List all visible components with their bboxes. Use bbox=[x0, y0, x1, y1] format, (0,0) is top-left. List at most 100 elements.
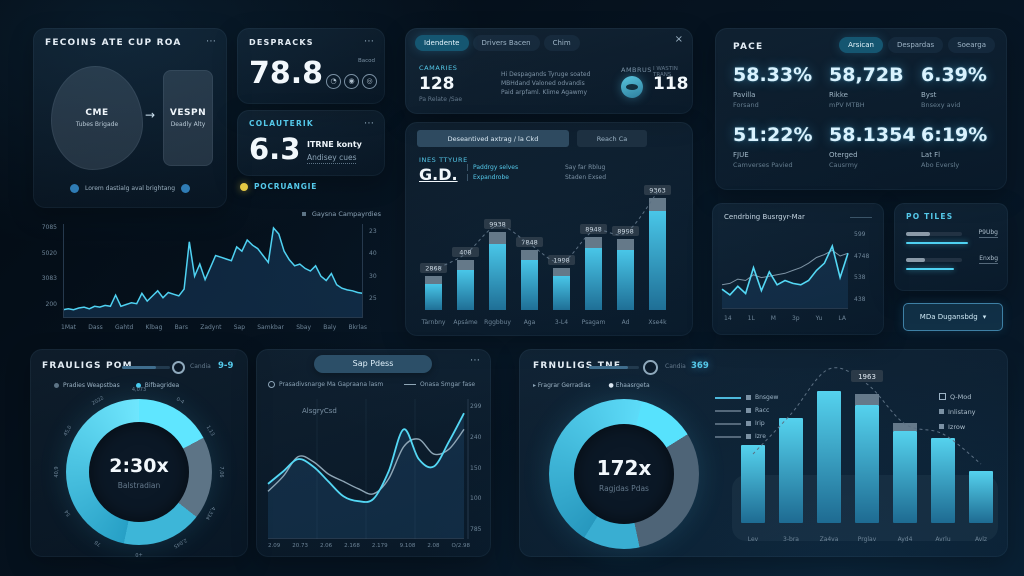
pace-stat-5: 58.1354 Oterged Causrmy bbox=[829, 124, 921, 184]
gauge-tick: 40,9 bbox=[54, 466, 60, 478]
gauge-right-bars-plot[interactable]: Lev 3-bra Za4va Prglav Ayd4 Avrlu Avlz 1963 bbox=[727, 367, 1003, 549]
panel-bar-chart: Deseantived axtrag / la Ckd Reach Ca INE… bbox=[405, 122, 693, 336]
flow-node-source[interactable]: CME Tubes Brigade bbox=[51, 66, 143, 170]
bar-panel-tab-active[interactable]: Deseantived axtrag / la Ckd bbox=[417, 130, 569, 147]
line-secondary bbox=[267, 428, 465, 495]
close-icon[interactable]: × bbox=[674, 34, 683, 45]
bar-badge-label: 9938 bbox=[489, 221, 506, 229]
x-tick: M bbox=[770, 315, 776, 322]
bar bbox=[425, 284, 442, 310]
series-legend-swatch bbox=[746, 408, 751, 413]
series-legend-label: Bnsgew bbox=[755, 394, 779, 401]
x-tick: Sap bbox=[233, 324, 246, 331]
pace-tab-arsican[interactable]: Arsican bbox=[839, 37, 883, 53]
flow-menu-icon[interactable]: ⋯ bbox=[206, 36, 217, 47]
bar-badge-label: 1963 bbox=[858, 373, 876, 381]
bar-cap bbox=[521, 250, 538, 260]
trend-small-rule bbox=[850, 217, 872, 218]
flow-footer-label: Lorem dastialg aval brightang bbox=[84, 185, 176, 192]
gauge-left-slider-knob[interactable] bbox=[172, 361, 185, 374]
pace-tab-despardas[interactable]: Despardas bbox=[887, 37, 944, 53]
gauge-right-legend: ▸ Fragrar Gerradias ● Ehaasrgeta bbox=[533, 382, 650, 389]
legend-marker bbox=[54, 383, 59, 388]
bar-cap bbox=[585, 237, 602, 248]
legend-item-1: ▸ Fragrar Gerradias bbox=[533, 382, 591, 389]
stat3-label: I WASTIN TRANS bbox=[653, 66, 678, 78]
x-tick: Psagam bbox=[582, 319, 606, 326]
dropdown-button[interactable]: MDa Dugansbdg ▾ bbox=[903, 303, 1003, 331]
trend-small-plot[interactable] bbox=[721, 229, 849, 309]
panel-gauge-left: FRAULIGS POM Candia 9-9 Pradies Weapstba… bbox=[30, 349, 248, 557]
x-tick: Ayd4 bbox=[898, 536, 913, 543]
trend-dashed-line bbox=[752, 367, 982, 465]
trend-plot[interactable] bbox=[62, 224, 364, 318]
flag-icon bbox=[939, 393, 946, 400]
gauge-left-slider-label: Candia bbox=[190, 363, 211, 370]
gauge-right-center-value: 172x bbox=[596, 455, 652, 480]
status-label: POCRUANGIE bbox=[254, 182, 318, 191]
bar bbox=[521, 260, 538, 310]
pace-stat-label2: mPV MTBH bbox=[829, 101, 865, 109]
gauge-right-slider-knob[interactable] bbox=[643, 360, 658, 375]
line-chart-plot[interactable] bbox=[267, 399, 469, 539]
bar-badge bbox=[580, 224, 607, 234]
line-panel-tab[interactable]: Sap Pdess bbox=[314, 355, 432, 373]
x-tick: Sbay bbox=[296, 324, 312, 331]
bar bbox=[553, 276, 570, 310]
prev-icon[interactable] bbox=[69, 184, 79, 193]
tab-chim[interactable]: Chim bbox=[543, 35, 580, 51]
gauge-tick: 4,073 bbox=[131, 387, 147, 393]
pace-stat-label2: Causrmy bbox=[829, 161, 858, 169]
metric-a-menu-icon[interactable]: ⋯ bbox=[364, 36, 375, 47]
status-row: POCRUANGIE bbox=[240, 182, 317, 191]
gauge-left-slider[interactable] bbox=[122, 366, 170, 369]
series-legend-item-3: Irip bbox=[715, 417, 778, 430]
x-tick: 1Mat bbox=[61, 324, 77, 331]
po-row-track[interactable] bbox=[906, 258, 962, 262]
flow-node-target[interactable]: VESPN Deadly Alty bbox=[163, 70, 213, 166]
bar-badge bbox=[612, 226, 639, 236]
bar bbox=[617, 250, 634, 310]
pace-title: PACE bbox=[733, 42, 764, 52]
bar-chart-plot[interactable]: 2868 Tärnbny 408 Apsáme 9938 Rggbbuy 7848 Aga 19… bbox=[413, 184, 685, 332]
stat1-value: 128 bbox=[419, 74, 455, 94]
y-tick: 200 bbox=[45, 300, 57, 308]
stat1-sub: Pa Relate /Sae bbox=[419, 96, 463, 103]
legend-swatch bbox=[939, 424, 944, 429]
line-legend-2-marker bbox=[404, 384, 416, 385]
x-tick: 2.179 bbox=[371, 543, 388, 549]
bar-badge bbox=[452, 247, 479, 257]
line-panel-menu-icon[interactable]: ⋯ bbox=[470, 355, 481, 366]
x-tick: O/2.98 bbox=[451, 543, 470, 549]
side-legend-label: Q-Mod bbox=[950, 392, 972, 401]
po-tiles-title: PO TILES bbox=[906, 212, 954, 221]
gauge-right-center-sub: Ragjdas Pdas bbox=[599, 483, 649, 493]
panel-pace: PACE Arsican Despardas Soearga 58.33% Pavil… bbox=[715, 28, 1007, 190]
pace-tab-soearga[interactable]: Soearga bbox=[948, 37, 995, 53]
bar-badge-label: 8998 bbox=[617, 228, 634, 236]
series-legend-item-2: Racc bbox=[715, 404, 778, 417]
bar-badge-label: 9363 bbox=[649, 187, 666, 195]
gauge-right-slider[interactable] bbox=[589, 366, 639, 369]
po-row-track[interactable] bbox=[906, 232, 962, 236]
tab-drivers-bacen[interactable]: Drivers Bacen bbox=[472, 35, 540, 51]
line-primary bbox=[721, 243, 849, 296]
next-icon[interactable] bbox=[181, 184, 191, 193]
bar bbox=[649, 211, 666, 310]
series-legend-label: Racc bbox=[755, 407, 770, 414]
series-legend-swatch bbox=[746, 395, 751, 400]
bar-badge bbox=[851, 370, 883, 382]
po-row-label: P9Ubg bbox=[978, 229, 998, 238]
tab-idendente[interactable]: Idendente bbox=[415, 35, 469, 51]
y-tick: 299 bbox=[470, 403, 482, 410]
x-tick: Tärnbny bbox=[421, 319, 446, 326]
metric-a-value: 78.8 bbox=[249, 56, 324, 91]
bar bbox=[489, 244, 506, 310]
bar-panel-tab-2[interactable]: Reach Ca bbox=[577, 130, 647, 147]
metric-b-side-bottom[interactable]: Andisey cues bbox=[307, 153, 357, 164]
metric-b-menu-icon[interactable]: ⋯ bbox=[364, 118, 375, 129]
side-legend-label: Izrow bbox=[948, 422, 966, 431]
side-legend-label: Inlistany bbox=[948, 407, 976, 416]
pace-stat-label1: FJUE bbox=[733, 151, 749, 159]
